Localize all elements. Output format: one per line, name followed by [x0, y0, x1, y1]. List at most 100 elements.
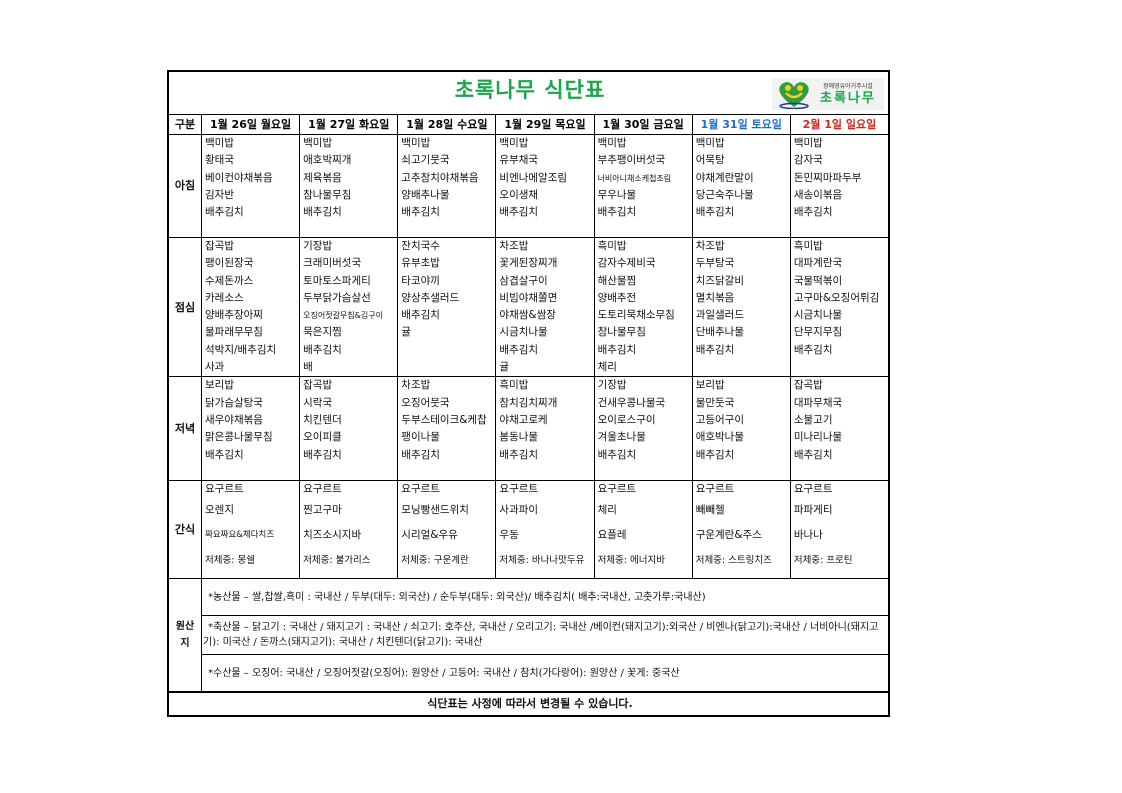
meal-cell: 요구르트 오렌지 짜요짜요&체다치즈 저체중: 몽쉘: [200, 480, 301, 580]
menu-item: 양배추장아찌: [205, 309, 263, 322]
menu-item: 오징어뭇국: [401, 396, 450, 409]
menu-item: 흑미밥: [793, 240, 823, 252]
menu-item: 잡곡밥: [793, 379, 823, 392]
menu-item: 대파무채국: [793, 396, 843, 409]
menu-item: 차조밥: [695, 240, 725, 252]
menu-item: 베이컨야채볶음: [205, 171, 273, 184]
menu-item: 사과파이: [499, 504, 539, 517]
origin-label: 원산지: [168, 578, 202, 693]
menu-item: 저체중: 불가리스: [303, 555, 371, 567]
menu-item: 과일샐러드: [695, 309, 745, 322]
menu-item: 요구르트: [303, 483, 342, 496]
menu-item: 어묵탕: [695, 154, 725, 167]
day-header: 1월 28일 수요일: [397, 114, 497, 135]
menu-item: 차조밥: [401, 379, 431, 392]
menu-item: 감자수제비국: [597, 257, 656, 270]
menu-item: 보리밥: [695, 379, 725, 392]
menu-item: 물만둣국: [695, 396, 735, 409]
meal-cell: 백미밥 황태국 베이컨야채볶음 김자반 배추김치: [200, 134, 301, 238]
heart-logo-icon: [779, 82, 809, 109]
menu-item: 보리밥: [205, 379, 234, 392]
menu-item: 요구르트: [499, 483, 539, 496]
menu-item: 단배추나물: [695, 326, 745, 339]
menu-item: 해산물찜: [597, 274, 637, 287]
menu-item: 단무지무침: [793, 326, 843, 339]
menu-item: 두부스테이크&케찹: [401, 413, 487, 426]
day-header: 2월 1일 일요일: [789, 114, 890, 135]
menu-item: 저체중: 에너지바: [597, 555, 665, 567]
menu-item: 시락국: [303, 396, 333, 409]
menu-item: 새우야채볶음: [205, 413, 263, 426]
meal-cell: 차조밥 오징어뭇국 두부스테이크&케찹 팽이나물 배추김치: [397, 376, 497, 482]
meal-cell: 잡곡밥 대파무채국 소불고기 미나리나물 배추김치: [789, 376, 890, 482]
menu-item: 너비아니채소케첩조림: [597, 173, 672, 183]
menu-item: 비엔나메알조림: [499, 171, 568, 184]
logo-name: 초록나무: [820, 91, 876, 106]
day-header: 1월 29일 목요일: [495, 114, 595, 135]
meal-cell: 차조밥 두부탕국 치즈닭갈비 멸치볶음 과일샐러드 단배추나물 배추김치: [691, 236, 791, 378]
menu-item: 감자국: [793, 154, 823, 167]
menu-item: 배추김치: [695, 206, 735, 219]
menu-item: 두부닭가슴살선: [303, 291, 371, 304]
menu-item: 국물떡볶이: [793, 274, 843, 287]
menu-item: 카레소스: [205, 291, 244, 304]
menu-item: 야채고로케: [499, 413, 548, 426]
day-header: 1월 31일 토요일: [691, 114, 791, 135]
page-title: 초록나무 식단표: [454, 78, 606, 103]
origin-row: *농산물 – 쌀,찹쌀,흑미 : 국내산 / 두부(대두: 외국산) / 순두부…: [201, 578, 889, 617]
menu-item: 돈민찌마파두부: [793, 171, 862, 184]
menu-item: 소불고기: [793, 413, 833, 426]
header-label: 구분: [168, 114, 202, 135]
menu-item: 오이생채: [499, 188, 539, 201]
meal-cell: 흑미밥 참치김치찌개 야채고로케 봄동나물 배추김치: [495, 376, 595, 482]
menu-item: 귤: [401, 326, 411, 339]
menu-item: 배추김치: [597, 448, 637, 461]
menu-item: 고구마&오징어튀김: [793, 291, 880, 304]
menu-item: 짜요짜요&체다치즈: [205, 530, 275, 541]
menu-item: 체리: [597, 361, 617, 374]
meal-cell: 요구르트 파파게티 바나나 저체중: 프로틴: [789, 480, 890, 580]
menu-item: 제육볶음: [303, 171, 342, 184]
menu-item: 양배추전: [597, 291, 637, 304]
menu-item: 애호박찌개: [303, 154, 352, 167]
menu-item: 저체중: 몽쉘: [205, 555, 255, 567]
menu-item: 배추김치: [303, 206, 342, 219]
menu-item: 유부초밥: [401, 257, 440, 270]
meal-cell: 요구르트 빼빼첼 구운계란&주스 저체중: 스트링치즈: [691, 480, 791, 580]
menu-item: 잡곡밥: [205, 240, 234, 252]
menu-item: 고추참치야채볶음: [401, 171, 479, 184]
menu-item: 치즈닭갈비: [695, 274, 745, 287]
meal-cell: 차조밥 꽃게된장찌개 삼겹살구이 비빔야채쫄면 야채쌈&쌈장 시금치나물 배추김치 귤: [495, 236, 595, 378]
menu-item: 귤: [499, 361, 510, 374]
meal-cell: 요구르트 찐고구마 치즈소시지바 저체중: 불가리스: [299, 480, 399, 580]
menu-item: 파파게티: [793, 504, 833, 517]
menu-item: 요구르트: [401, 483, 440, 496]
menu-item: 요플레: [597, 529, 627, 542]
menu-item: 석박지/배추김치: [205, 343, 277, 356]
day-header: 1월 27일 화요일: [299, 114, 399, 135]
menu-item: 타코야끼: [401, 274, 440, 287]
meal-label: 저녁: [168, 376, 202, 482]
menu-item: 저체중: 바나나맛두유: [499, 555, 585, 567]
meal-label: 간식: [168, 480, 202, 580]
menu-item: 백미밥: [205, 137, 234, 149]
menu-item: 저체중: 스트링치즈: [695, 555, 772, 567]
origin-row: *수산물 – 오징어: 국내산 / 오징어젓갈(오징어): 원양산 / 고등어:…: [201, 654, 889, 693]
day-header: 1월 26일 월요일: [200, 114, 301, 135]
menu-item: 오이로스구이: [597, 413, 656, 426]
menu-item: 백미밥: [499, 137, 529, 149]
menu-item: 사과: [205, 361, 225, 374]
meal-cell: 보리밥 물만둣국 고등어구이 애호박나물 배추김치: [691, 376, 791, 482]
meal-cell: 잡곡밥 팽이된장국 수제돈까스 카레소스 양배추장아찌 물파래무무침 석박지/배추김치 사과: [200, 236, 301, 378]
menu-item: 백미밥: [401, 137, 431, 149]
menu-item: 꽃게된장찌개: [499, 257, 558, 270]
menu-item: 배추김치: [499, 343, 539, 356]
menu-item: 요구르트: [793, 483, 833, 496]
menu-item: 기장밥: [303, 240, 333, 252]
menu-item: 저체중: 프로틴: [793, 555, 853, 567]
menu-item: 유부채국: [499, 154, 539, 167]
menu-item: 묵은지찜: [303, 326, 342, 339]
menu-item: 체리: [597, 504, 617, 517]
menu-item: 배추김치: [597, 343, 637, 356]
menu-item: 맑은콩나물무침: [205, 431, 273, 444]
